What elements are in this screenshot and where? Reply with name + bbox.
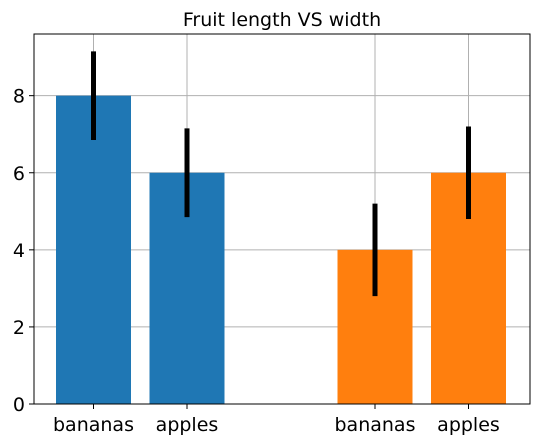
y-tick-label: 2 — [13, 317, 25, 339]
y-tick-label: 0 — [13, 394, 25, 416]
bar-bananas-1 — [56, 95, 131, 405]
x-axis-ticks: bananas apples bananas apples — [53, 404, 500, 436]
error-bars — [91, 51, 471, 297]
x-tick-label-bananas: bananas — [335, 414, 416, 436]
bars — [56, 95, 506, 405]
chart-title: Fruit length VS width — [183, 9, 381, 31]
y-tick-label: 6 — [13, 163, 25, 185]
x-tick-label-apples: apples — [156, 414, 219, 436]
y-axis-ticks: 0 2 4 6 8 — [13, 86, 34, 416]
x-tick-label-bananas: bananas — [53, 414, 134, 436]
x-tick-label-apples: apples — [437, 414, 500, 436]
y-tick-label: 4 — [13, 240, 25, 262]
y-tick-label: 8 — [13, 86, 25, 108]
plot-frame — [33, 33, 531, 405]
